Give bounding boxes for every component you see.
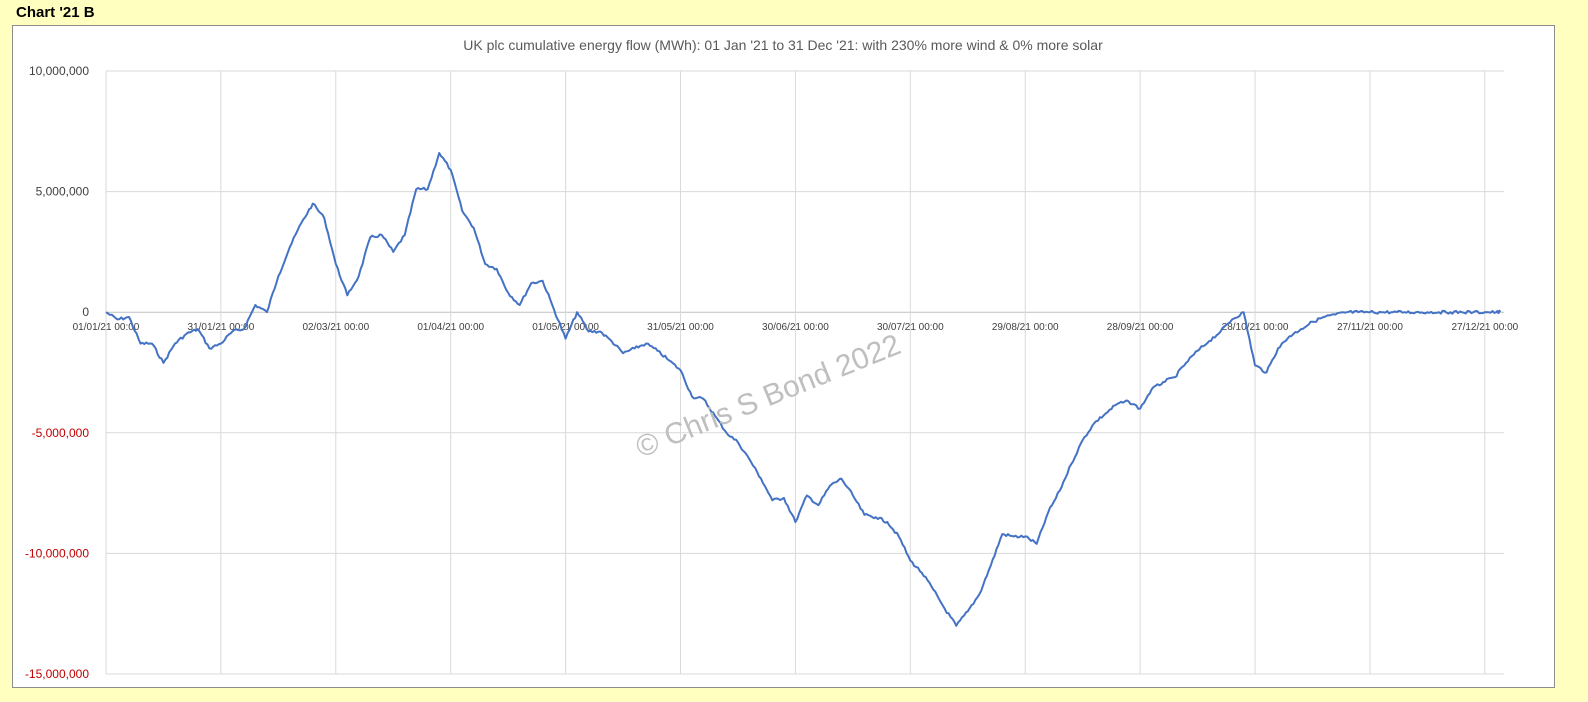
x-tick-label: 01/04/21 00:00 bbox=[417, 322, 484, 333]
x-axis-ticks: 01/01/21 00:00 31/01/21 00:00 02/03/21 00:… bbox=[73, 322, 1519, 333]
x-tick-label: 01/05/21 00:00 bbox=[532, 322, 599, 333]
x-tick-label: 29/08/21 00:00 bbox=[992, 322, 1059, 333]
grid-lines bbox=[105, 70, 1504, 675]
sheet-title: Chart '21 B bbox=[16, 4, 95, 21]
cumulative-energy-chart: UK plc cumulative energy flow (MWh): 01 … bbox=[25, 37, 1519, 681]
series-line bbox=[105, 152, 1502, 627]
watermark: © Chris S Bond 2022 bbox=[631, 328, 905, 464]
chart-frame: UK plc cumulative energy flow (MWh): 01 … bbox=[12, 25, 1555, 688]
y-tick-label: -15,000,000 bbox=[25, 667, 89, 681]
x-tick-label: 27/11/21 00:00 bbox=[1337, 322, 1403, 333]
x-tick-label: 01/01/21 00:00 bbox=[73, 322, 140, 333]
x-tick-label: 28/10/21 00:00 bbox=[1222, 322, 1289, 333]
y-tick-label: 0 bbox=[82, 305, 89, 319]
x-tick-label: 30/06/21 00:00 bbox=[762, 322, 829, 333]
x-tick-label: 31/01/21 00:00 bbox=[188, 322, 255, 333]
series-layer bbox=[105, 152, 1502, 627]
y-tick-label: 10,000,000 bbox=[29, 64, 89, 78]
chart-title: UK plc cumulative energy flow (MWh): 01 … bbox=[463, 37, 1103, 53]
x-tick-label: 31/05/21 00:00 bbox=[647, 322, 714, 333]
x-tick-label: 02/03/21 00:00 bbox=[302, 322, 369, 333]
y-tick-label: 5,000,000 bbox=[36, 185, 90, 199]
y-tick-label: -5,000,000 bbox=[32, 426, 90, 440]
y-tick-label: -10,000,000 bbox=[25, 546, 89, 560]
x-tick-label: 30/07/21 00:00 bbox=[877, 322, 944, 333]
y-axis-ticks: 10,000,000 5,000,000 0 -5,000,000 -10,000,00… bbox=[25, 64, 89, 681]
x-tick-label: 28/09/21 00:00 bbox=[1107, 322, 1174, 333]
x-tick-label: 27/12/21 00:00 bbox=[1451, 322, 1518, 333]
